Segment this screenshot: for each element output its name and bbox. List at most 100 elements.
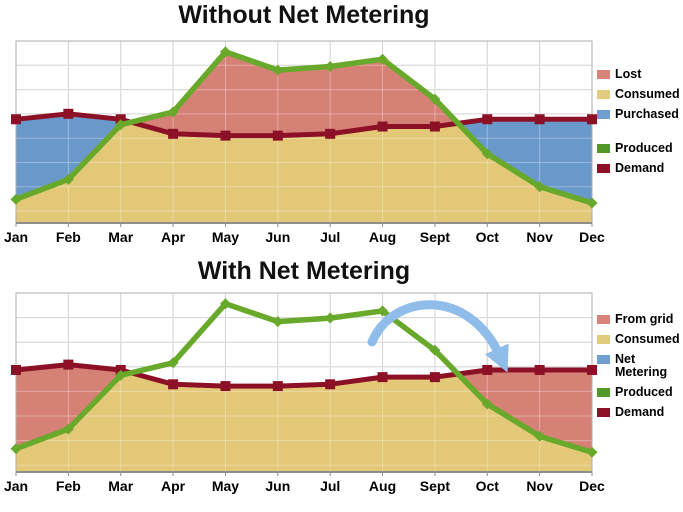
demand-marker: [220, 381, 231, 392]
legend-item-lost: Lost: [597, 68, 683, 81]
produced-marker: [534, 181, 546, 193]
produced-marker: [377, 305, 389, 317]
legend-label: Purchased: [615, 107, 679, 121]
legend-label: Consumed: [615, 87, 680, 101]
chart-without-net-metering: Without Net Metering Jan Feb Mar Apr May Jun J…: [4, 1, 683, 245]
demand-marker: [534, 114, 545, 125]
produced-marker: [115, 369, 127, 381]
month-tick-label: Apr: [161, 478, 186, 494]
legend-item-consumed: Consumed: [597, 333, 683, 346]
demand-marker: [534, 364, 545, 375]
month-tick-label: Jul: [320, 229, 340, 245]
legend-label: Produced: [615, 141, 673, 155]
legend-label: Net Metering: [615, 352, 668, 379]
demand-marker: [272, 381, 283, 392]
demand-marker: [272, 130, 283, 141]
demand-marker: [482, 364, 493, 375]
legend-swatch-demand: [597, 408, 610, 417]
month-tick-label: Jul: [320, 478, 340, 494]
legend-swatch-from-grid: [597, 315, 610, 324]
produced-marker: [272, 64, 284, 76]
produced-marker: [324, 60, 336, 72]
legend-swatch-produced: [597, 388, 610, 397]
produced-marker: [429, 344, 441, 356]
legend-swatch-demand: [597, 164, 610, 173]
produced-marker: [324, 312, 336, 324]
produced-line: [15, 300, 593, 455]
produced-marker: [377, 53, 389, 65]
legend: From grid Consumed Net Metering Produced Dem…: [597, 313, 683, 426]
legend-label: Produced: [615, 385, 673, 399]
month-tick-label: Dec: [579, 478, 605, 494]
legend-swatch-net-metering: [597, 355, 610, 364]
chart-title: With Net Metering: [197, 257, 411, 285]
month-tick-label: Apr: [161, 229, 186, 245]
legend-item-consumed: Consumed: [597, 88, 683, 101]
demand-marker: [168, 128, 179, 139]
produced-marker: [219, 298, 231, 310]
produced-marker: [481, 398, 493, 410]
month-tick-label: May: [212, 229, 239, 245]
demand-marker: [11, 364, 21, 375]
month-tick-label: Mar: [108, 229, 133, 245]
plot-area: Jan Feb Mar Apr May Jun Jul Aug Sept Oct Nov Dec: [4, 40, 605, 245]
produced-marker: [10, 443, 22, 455]
legend-item-produced: Produced: [597, 142, 683, 155]
produced-marker: [272, 316, 284, 328]
produced-marker: [481, 148, 493, 160]
legend-label: Demand: [615, 405, 665, 419]
demand-marker: [429, 121, 440, 132]
legend-item-produced: Produced: [597, 386, 683, 399]
produced-marker: [219, 46, 231, 58]
legend: Lost Consumed Purchased Produced Demand: [597, 68, 683, 182]
demand-line: [15, 111, 592, 139]
produced-marker: [586, 197, 598, 209]
produced-marker: [429, 93, 441, 105]
month-tick-label: Nov: [526, 229, 553, 245]
produced-marker: [586, 446, 598, 458]
legend-swatch-purchased: [597, 110, 610, 119]
produced-marker: [115, 119, 127, 131]
demand-marker: [325, 128, 336, 139]
consumed-area: [16, 372, 592, 472]
month-tick-label: Sept: [420, 478, 451, 494]
month-tick-label: Feb: [56, 229, 81, 245]
legend-item-from-grid: From grid: [597, 313, 683, 326]
legend-swatch-lost: [597, 70, 610, 79]
legend-label: Consumed: [615, 332, 680, 346]
demand-marker: [587, 114, 597, 125]
month-tick-label: Jun: [265, 478, 290, 494]
legend-item-net-metering: Net Metering: [597, 353, 683, 379]
legend-swatch-produced: [597, 144, 610, 153]
produced-marker: [167, 106, 179, 118]
month-tick-label: Nov: [526, 478, 553, 494]
consumed-area: [16, 122, 592, 223]
demand-marker: [63, 108, 74, 119]
legend-item-purchased: Purchased: [597, 108, 683, 121]
legend-item-demand: Demand: [597, 162, 683, 175]
legend-label: From grid: [615, 312, 674, 326]
produced-marker: [62, 423, 74, 435]
month-tick-label: Oct: [476, 229, 500, 245]
month-tick-label: Jan: [4, 478, 28, 494]
month-tick-label: Jan: [4, 229, 28, 245]
month-tick-label: Mar: [108, 478, 133, 494]
legend-item-demand: Demand: [597, 406, 683, 419]
chart-title: Without Net Metering: [178, 1, 430, 29]
chart-with-net-metering: With Net Metering Jan Feb Mar Apr May Jun Jul A…: [0, 256, 683, 512]
plot-area: Jan Feb Mar Apr May Jun Jul Aug Sept Oct Nov Dec: [4, 292, 605, 494]
net-metering-arrow-icon: [367, 300, 509, 373]
demand-marker: [63, 359, 74, 370]
legend-swatch-consumed: [597, 335, 610, 344]
demand-marker: [587, 364, 597, 375]
month-tick-label: Oct: [476, 478, 500, 494]
demand-marker: [429, 372, 440, 383]
month-tick-label: Feb: [56, 478, 81, 494]
month-tick-label: Aug: [369, 229, 396, 245]
demand-marker: [482, 114, 493, 125]
legend-label: Lost: [615, 67, 642, 81]
month-tick-label: Jun: [265, 229, 290, 245]
legend-swatch-consumed: [597, 90, 610, 99]
demand-marker: [168, 379, 179, 390]
